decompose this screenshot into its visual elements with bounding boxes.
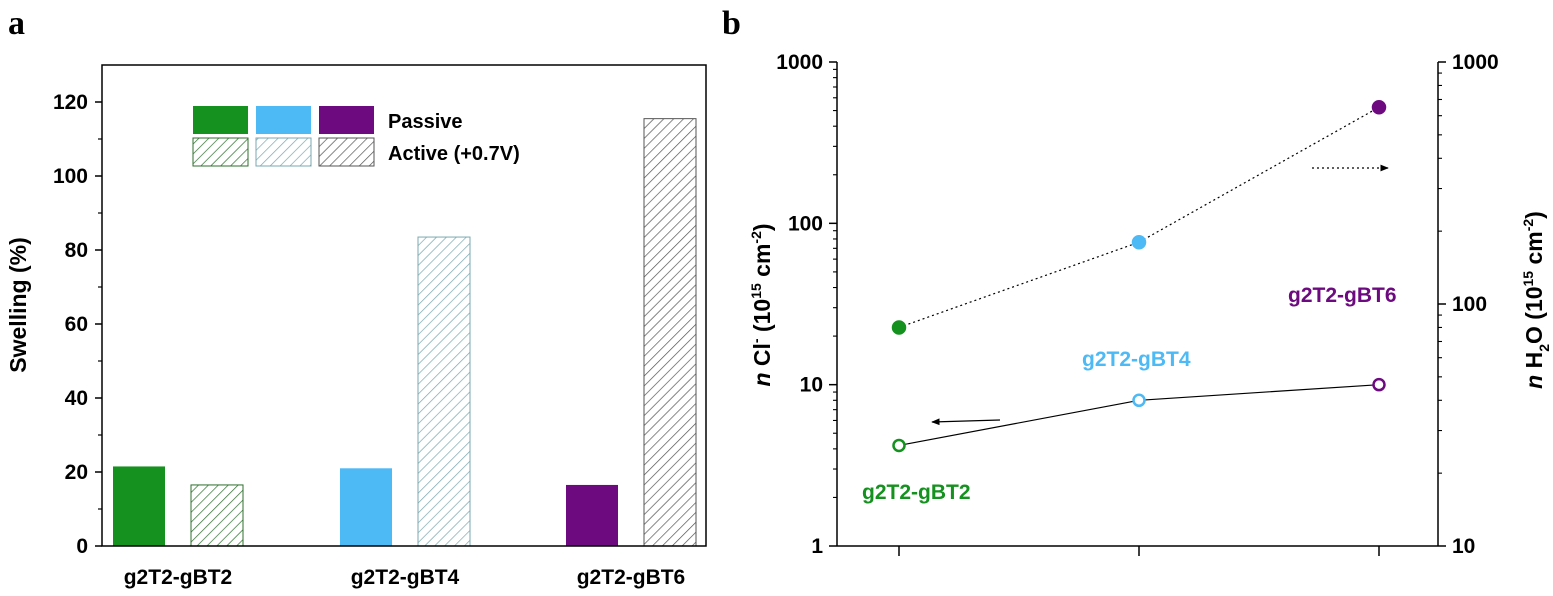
b-left-tick-label: 100 — [788, 212, 823, 235]
b-right-tick-label: 10 — [1452, 535, 1475, 558]
a-y-tick-label: 0 — [76, 535, 88, 558]
a-x-tick-label: g2T2-gBT2 — [124, 566, 233, 589]
panel-a-x-labels: g2T2-gBT2 g2T2-gBT4 g2T2-gBT6 — [124, 566, 686, 589]
b-left-tick-label: 1 — [811, 535, 823, 558]
panel-b-right-ticks: 10 100 1000 — [1438, 51, 1499, 558]
h2o-point — [891, 320, 907, 335]
arrow-to-left-axis — [931, 418, 1001, 426]
point-label-gbt2: g2T2-gBT2 — [862, 481, 971, 504]
b-right-tick-label: 1000 — [1452, 51, 1499, 74]
panel-b-point-labels: g2T2-gBT2 g2T2-gBT4 g2T2-gBT6 — [862, 284, 1397, 504]
legend-swatch-passive — [193, 106, 248, 134]
a-y-tick-label: 100 — [53, 165, 88, 188]
panel-b-log-scatter: 1 10 100 1000 10 100 1000 g2T2-gBT2 g2T2-gBT4… — [748, 51, 1552, 558]
legend-swatch-active — [318, 137, 375, 167]
panel-letter-b: b — [722, 5, 741, 42]
b-right-tick-label: 100 — [1452, 293, 1487, 316]
bar-active-g2T2-gBT6 — [643, 118, 697, 547]
point-label-gbt6: g2T2-gBT6 — [1288, 284, 1397, 307]
panel-a-y-ticks: 0 20 40 60 80 100 120 — [53, 91, 102, 558]
legend-swatch-passive — [256, 106, 311, 134]
panel-b-left-ticks: 1 10 100 1000 — [776, 51, 837, 558]
legend-active-label: Active (+0.7V) — [388, 143, 520, 165]
a-y-tick-label: 40 — [65, 387, 88, 410]
point-label-gbt4: g2T2-gBT4 — [1082, 348, 1191, 371]
h2o-point — [1131, 234, 1147, 250]
panel-a-legend: Passive Active (+0.7V) — [192, 106, 520, 167]
bar-active-g2T2-gBT2 — [190, 484, 244, 547]
panel-b-axis-arrows — [931, 164, 1389, 426]
bar-active-g2T2-gBT4 — [417, 236, 471, 547]
bar-passive-g2T2-gBT4 — [340, 468, 392, 546]
a-y-tick-label: 80 — [65, 239, 88, 262]
legend-swatch-active — [255, 137, 312, 167]
b-left-tick-label: 10 — [800, 374, 823, 397]
panel-b-points — [891, 100, 1387, 453]
b-left-tick-label: 1000 — [776, 51, 823, 74]
legend-swatch-active — [192, 137, 249, 167]
legend-swatch-passive — [319, 106, 374, 134]
panel-a-bars — [113, 118, 697, 547]
a-y-tick-label: 60 — [65, 313, 88, 336]
panel-a-frame — [101, 64, 707, 547]
cl-point — [1372, 377, 1386, 392]
panel-b-left-axis-title: n Cl- (1015 cm-2) — [748, 223, 775, 386]
cl-point — [892, 438, 906, 453]
cl-point — [1132, 393, 1146, 408]
a-x-tick-label: g2T2-gBT6 — [577, 566, 686, 589]
bar-passive-g2T2-gBT6 — [566, 484, 618, 546]
h2o-point — [1371, 100, 1387, 115]
a-y-tick-label: 20 — [65, 461, 88, 484]
panel-a-y-axis-title: Swelling (%) — [5, 237, 31, 372]
panel-b-x-ticks — [898, 546, 1380, 556]
legend-passive-label: Passive — [388, 111, 463, 133]
a-y-tick-label: 120 — [53, 91, 88, 114]
panel-letter-a: a — [8, 5, 25, 42]
a-x-tick-label: g2T2-gBT4 — [351, 566, 460, 589]
bar-passive-g2T2-gBT2 — [113, 466, 165, 546]
panel-b-right-axis-title: n H2O (1015 cm-2) — [1520, 211, 1552, 389]
